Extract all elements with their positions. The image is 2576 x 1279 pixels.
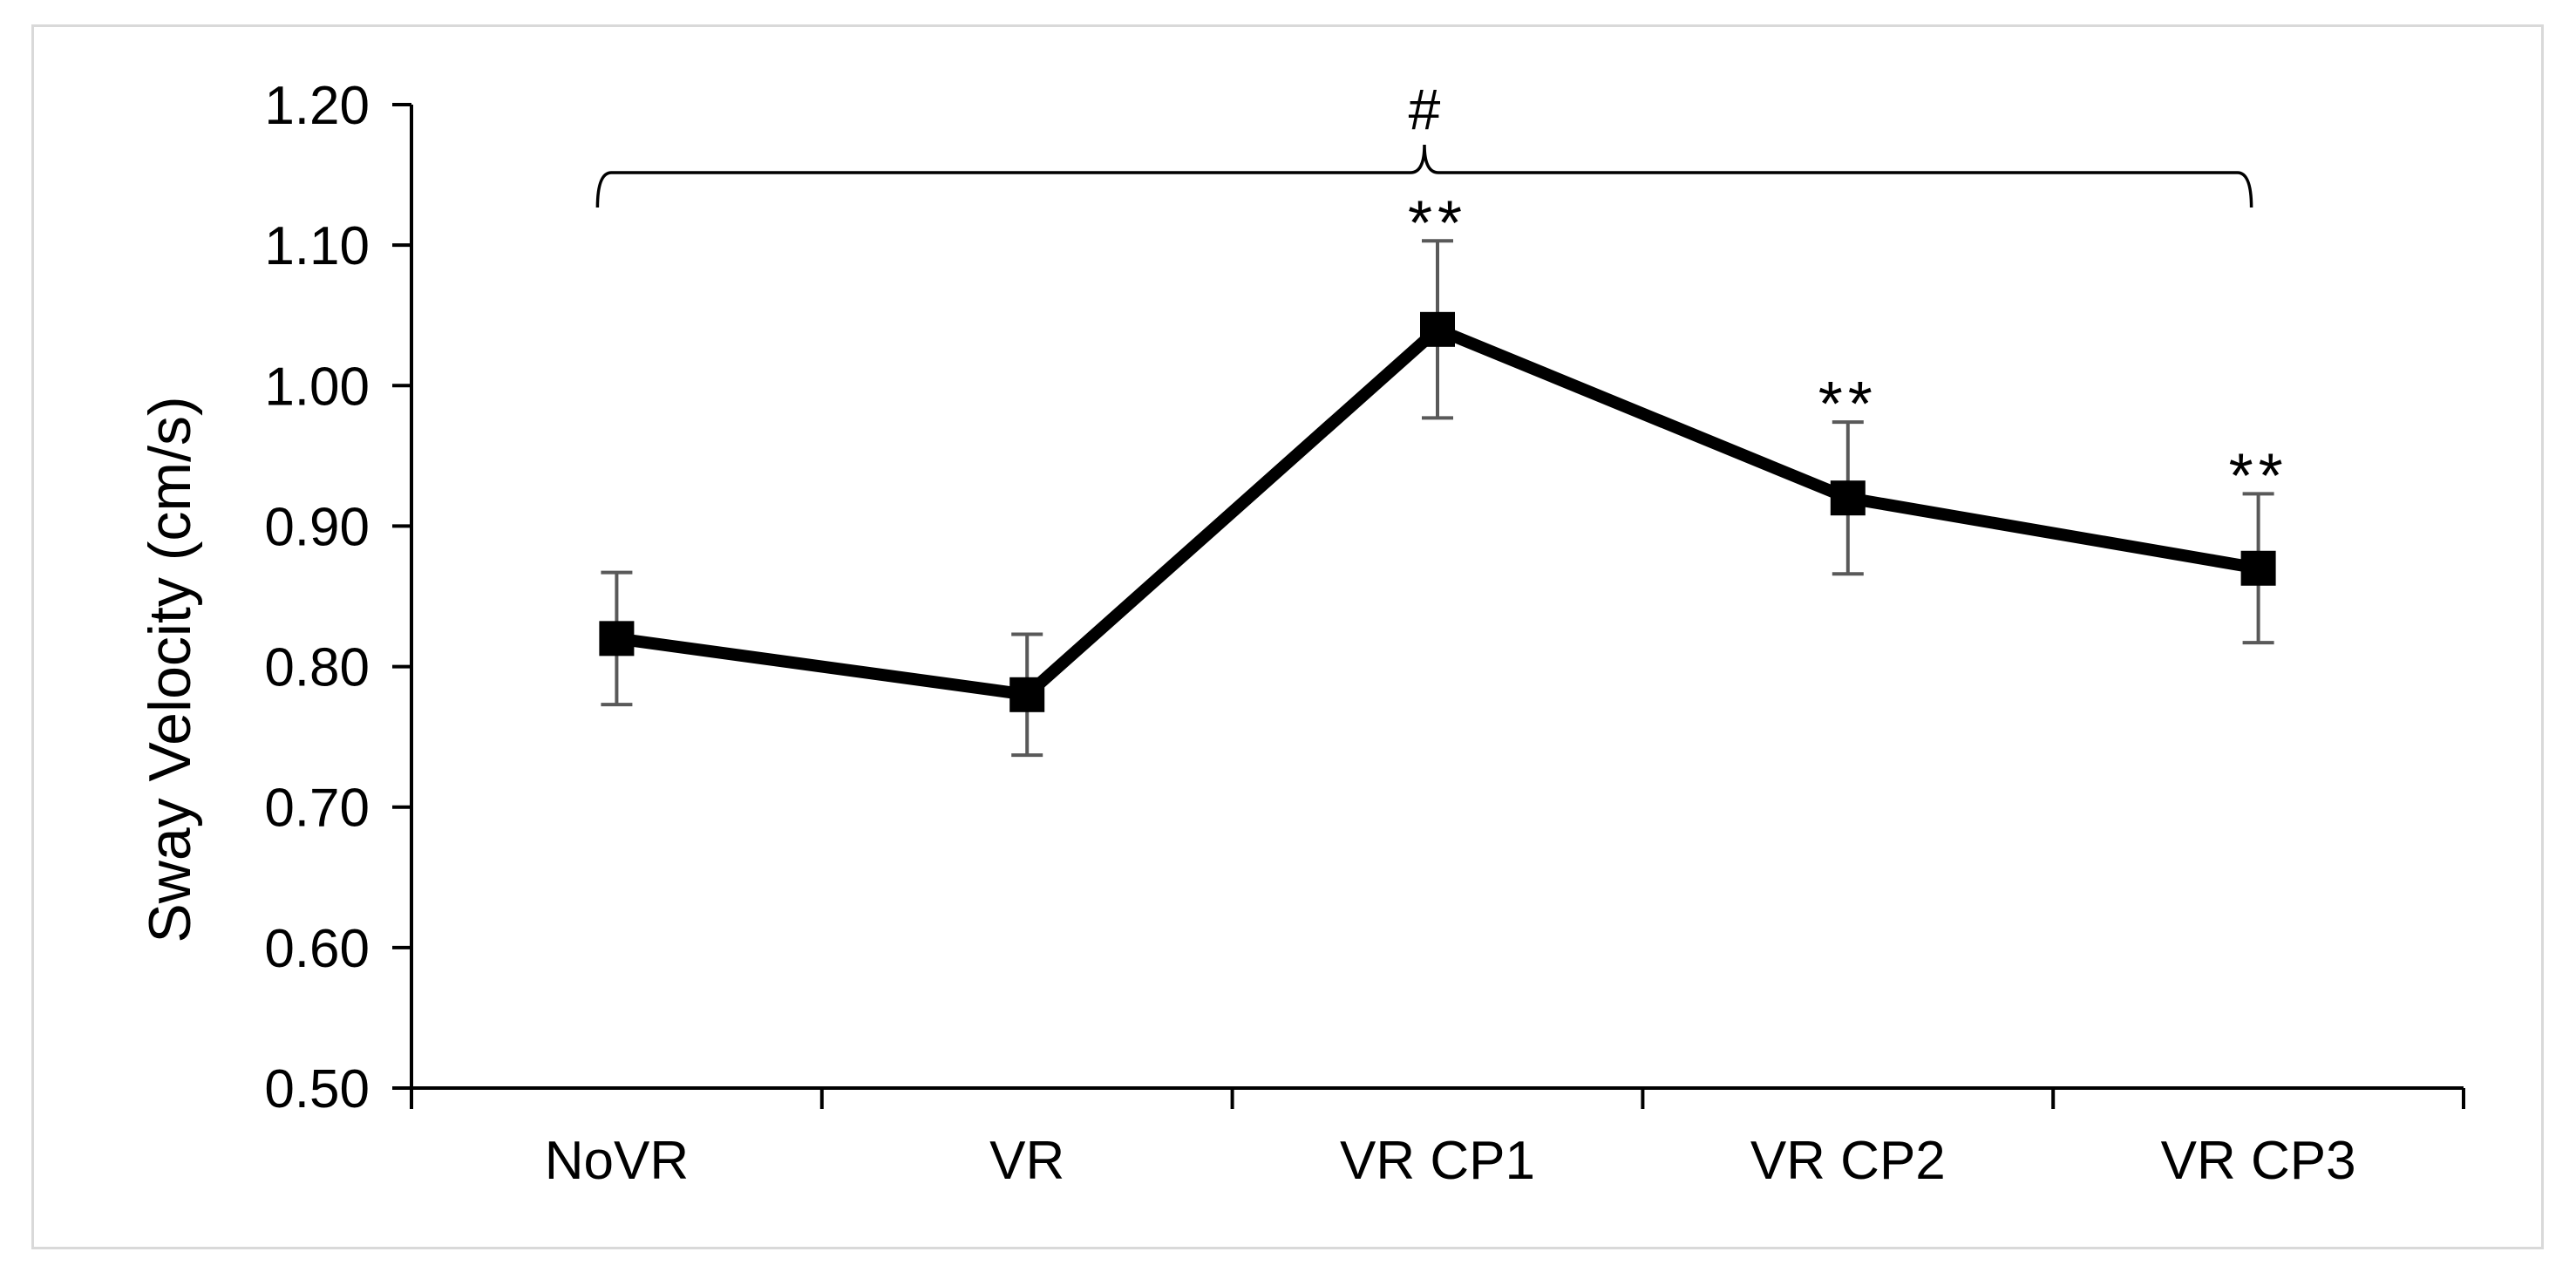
x-tick-label: VR CP2 — [1750, 1131, 1946, 1191]
y-axis: 0.50 0.60 0.70 0.80 0.90 1.00 1.10 1.20 — [264, 76, 413, 1119]
y-tick-label: 0.70 — [264, 779, 370, 839]
x-tick-label: VR CP3 — [2161, 1131, 2356, 1191]
x-tick-label: NoVR — [545, 1131, 689, 1191]
significance-mark: ** — [2229, 441, 2288, 511]
x-axis: NoVR VR VR CP1 VR CP2 VR CP3 — [410, 1086, 2465, 1191]
x-tick-label: VR CP1 — [1340, 1131, 1535, 1191]
significance-mark: ** — [1818, 370, 1878, 439]
bracket-line — [595, 144, 2253, 208]
x-tick-label: VR — [989, 1131, 1064, 1191]
data-point-marker — [1009, 677, 1045, 712]
y-tick-label: 1.10 — [264, 216, 370, 276]
y-axis-title: Sway Velocity (cm/s) — [137, 396, 203, 942]
data-point-marker — [599, 621, 635, 657]
bracket-label: # — [1409, 77, 1441, 141]
y-tick-label: 1.00 — [264, 357, 370, 417]
significance-mark: ** — [1408, 188, 1467, 258]
data-markers — [599, 311, 2276, 712]
data-point-marker — [1420, 311, 1455, 347]
y-tick-label: 0.60 — [264, 919, 370, 979]
y-tick-label: 0.50 — [264, 1059, 370, 1119]
significance-annotations: ** ** ** — [1408, 188, 2288, 511]
y-tick-label: 1.20 — [264, 76, 370, 136]
chart-frame — [31, 24, 2544, 1249]
significance-bracket: # — [595, 77, 2253, 208]
y-tick-label: 0.90 — [264, 497, 370, 557]
data-point-marker — [2240, 550, 2276, 586]
data-point-marker — [1830, 480, 1866, 516]
y-tick-label: 0.80 — [264, 638, 370, 698]
